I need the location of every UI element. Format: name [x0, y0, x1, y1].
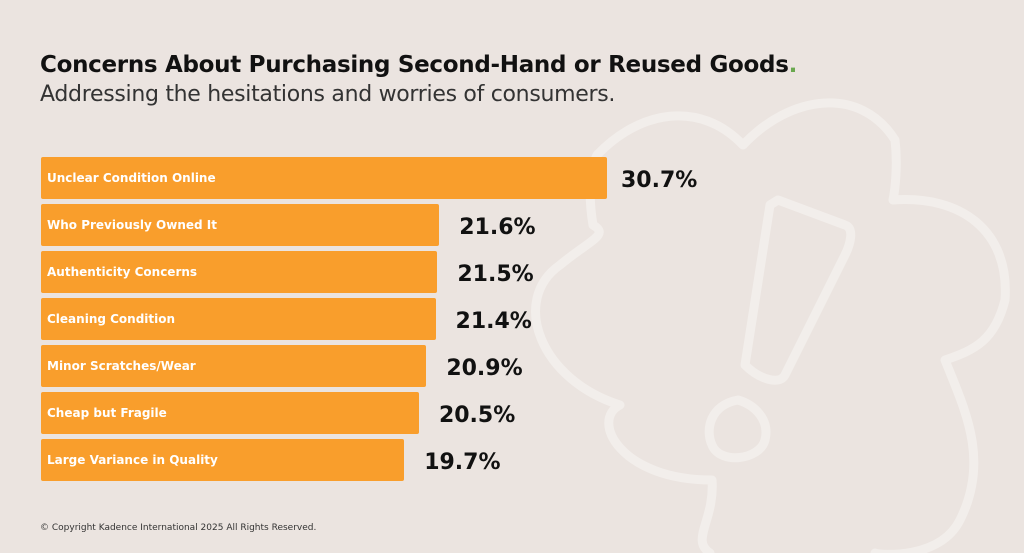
- value-label: 21.5%: [457, 262, 534, 287]
- value-label: 20.9%: [446, 356, 523, 381]
- bar: [41, 392, 419, 434]
- category-label: Cleaning Condition: [47, 312, 176, 326]
- value-label: 20.5%: [438, 403, 516, 428]
- bar: [41, 157, 607, 199]
- category-label: Who Previously Owned It: [47, 218, 217, 232]
- bar: [41, 439, 405, 481]
- title-accent-dot: .: [788, 52, 798, 78]
- chart-title: Concerns About Purchasing Second-Hand or…: [40, 52, 797, 78]
- chart-title-text: Concerns About Purchasing Second-Hand or…: [40, 52, 789, 78]
- bar: [41, 345, 427, 387]
- bar: [41, 204, 440, 246]
- category-label: Authenticity Concerns: [47, 265, 198, 279]
- copyright-footer: © Copyright Kadence International 2025 A…: [40, 523, 317, 533]
- bar: [41, 298, 436, 340]
- category-label: Unclear Condition Online: [47, 171, 216, 185]
- category-label: Cheap but Fragile: [47, 406, 167, 420]
- value-label: 21.4%: [455, 309, 532, 334]
- value-label: 21.6%: [459, 215, 536, 240]
- value-label: 19.7%: [424, 450, 501, 475]
- value-label: 30.7%: [621, 168, 698, 193]
- bar: [41, 251, 438, 293]
- category-label: Large Variance in Quality: [47, 453, 218, 467]
- chart-subtitle: Addressing the hesitations and worries o…: [40, 82, 616, 107]
- category-label: Minor Scratches/Wear: [47, 359, 196, 373]
